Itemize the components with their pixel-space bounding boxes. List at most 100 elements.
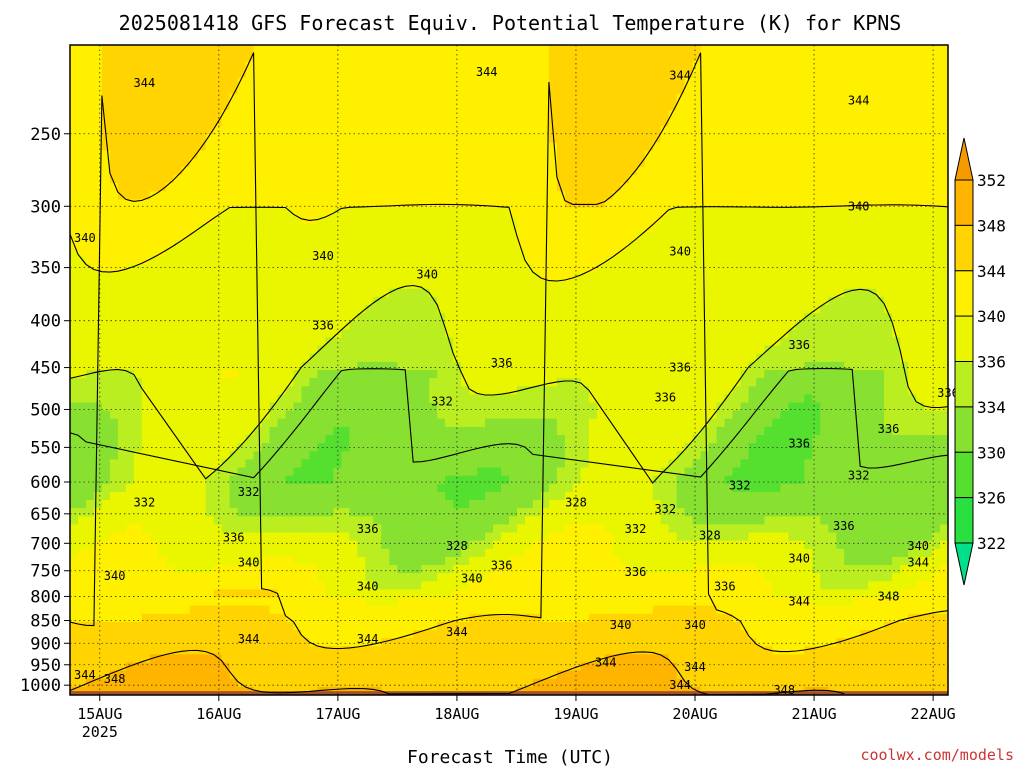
field-cell <box>293 516 303 525</box>
field-cell <box>229 158 239 168</box>
field-cell <box>548 223 558 233</box>
field-cell <box>253 85 263 95</box>
field-cell <box>261 435 271 444</box>
field-cell <box>253 475 263 485</box>
field-cell <box>485 581 494 590</box>
field-cell <box>261 516 271 525</box>
field-cell <box>389 662 398 672</box>
field-cell <box>86 548 95 558</box>
field-cell <box>397 256 406 265</box>
field-cell <box>540 556 550 566</box>
field-cell <box>197 223 207 233</box>
field-cell <box>556 459 566 469</box>
field-cell <box>548 256 558 265</box>
field-cell <box>525 556 534 566</box>
field-cell <box>540 459 550 469</box>
field-cell <box>86 248 95 257</box>
field-cell <box>389 272 398 282</box>
field-cell <box>421 240 430 249</box>
field-cell <box>461 264 470 274</box>
field-cell <box>229 288 239 298</box>
field-cell <box>349 240 358 249</box>
field-cell <box>477 296 486 306</box>
field-cell <box>269 345 279 355</box>
field-cell <box>453 532 462 542</box>
field-cell <box>461 370 470 379</box>
field-cell <box>349 613 358 623</box>
field-cell <box>429 126 438 135</box>
field-cell <box>485 378 494 387</box>
field-cell <box>309 532 319 542</box>
field-cell <box>189 305 199 314</box>
field-cell <box>405 61 414 70</box>
field-cell <box>237 565 247 574</box>
field-cell <box>149 605 159 615</box>
field-cell <box>437 524 446 534</box>
field-cell <box>245 240 255 249</box>
field-cell <box>173 597 183 607</box>
field-cell <box>397 288 406 298</box>
field-cell <box>221 215 231 225</box>
field-cell <box>389 345 398 355</box>
field-cell <box>157 475 167 485</box>
field-cell <box>445 77 454 87</box>
field-cell <box>397 556 406 566</box>
field-cell <box>493 353 502 363</box>
field-cell <box>125 85 135 95</box>
field-cell <box>253 540 263 550</box>
field-cell <box>269 280 279 290</box>
field-cell <box>101 581 111 590</box>
field-cell <box>485 110 494 119</box>
field-cell <box>540 150 550 160</box>
field-cell <box>413 223 422 233</box>
field-cell <box>357 256 366 265</box>
field-cell <box>333 467 342 477</box>
field-cell <box>501 524 510 534</box>
field-cell <box>237 418 247 428</box>
field-cell <box>461 321 470 330</box>
field-cell <box>93 540 103 550</box>
field-cell <box>86 581 95 590</box>
field-cell <box>269 126 279 135</box>
field-cell <box>477 394 486 404</box>
field-cell <box>437 483 446 493</box>
field-cell <box>405 69 414 79</box>
field-cell <box>117 613 127 623</box>
field-cell <box>93 272 103 282</box>
field-cell <box>556 597 566 607</box>
field-cell <box>421 394 430 404</box>
field-cell <box>556 573 566 582</box>
field-cell <box>269 540 279 550</box>
field-cell <box>365 378 374 387</box>
field-cell <box>165 386 175 395</box>
field-cell <box>261 378 271 387</box>
field-cell <box>301 565 311 574</box>
field-cell <box>285 581 295 590</box>
field-cell <box>445 621 454 631</box>
field-cell <box>70 61 79 70</box>
field-cell <box>70 630 79 639</box>
field-cell <box>109 613 119 623</box>
field-cell <box>157 191 167 200</box>
field-cell <box>165 565 175 574</box>
field-cell <box>397 670 406 680</box>
field-cell <box>373 191 382 200</box>
field-cell <box>333 61 342 70</box>
field-cell <box>229 240 239 249</box>
field-cell <box>373 53 382 62</box>
field-cell <box>325 93 334 103</box>
field-cell <box>261 353 271 363</box>
field-cell <box>509 516 518 525</box>
field-cell <box>421 191 430 200</box>
field-cell <box>389 670 398 680</box>
field-cell <box>109 370 119 379</box>
field-cell <box>349 175 358 184</box>
field-cell <box>333 524 342 534</box>
field-cell <box>109 589 119 599</box>
field-cell <box>173 142 183 152</box>
field-cell <box>237 500 247 509</box>
field-cell <box>141 142 151 152</box>
field-cell <box>229 272 239 282</box>
field-cell <box>333 345 342 355</box>
field-cell <box>309 467 319 477</box>
